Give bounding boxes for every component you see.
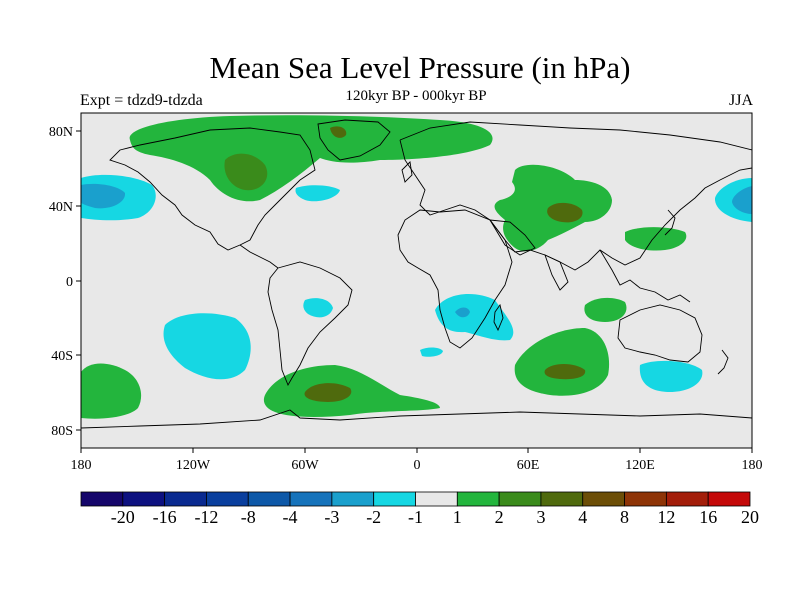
lon-tick-label: 180 <box>742 458 763 473</box>
colorbar-swatch <box>582 491 625 507</box>
anomaly-south-america-negative <box>303 298 333 318</box>
coastline-india <box>544 254 569 291</box>
anomaly-southern-africa-negative <box>435 294 514 341</box>
anomaly-arctic-positive <box>129 115 493 202</box>
coastline-central-america <box>239 244 279 269</box>
anomaly-south-pacific-negative <box>163 313 251 380</box>
colorbar-swatch <box>289 491 333 507</box>
pressure-anomaly-shading <box>81 115 752 419</box>
colorbar-label: -20 <box>111 507 135 527</box>
season-label: JJA <box>728 92 753 109</box>
colorbar-label: 16 <box>699 507 717 527</box>
lat-tick-label: 40N <box>49 200 73 215</box>
anomaly-indian-ocean-positive <box>584 297 627 322</box>
colorbar-label: 8 <box>620 507 629 527</box>
colorbar-swatch <box>206 491 249 507</box>
colorbar-label: 2 <box>495 507 504 527</box>
anomaly-north-pacific-west-mid <box>732 186 752 214</box>
coastline-south-america <box>267 261 353 387</box>
anomaly-southern-indian-strong <box>544 364 586 380</box>
coastline-southeast-asia <box>599 249 691 303</box>
colorbar-labels: -20 -16 -12 -8 -4 -3 -2 -1 1 2 3 4 8 12 16 20 <box>111 507 759 527</box>
coastline-arabia <box>489 219 536 256</box>
anomaly-greenland-strong <box>330 126 347 138</box>
colorbar-swatch <box>247 491 291 507</box>
lon-tick-label: 60E <box>517 458 540 473</box>
anomaly-north-pacific-east-mid <box>81 183 126 209</box>
page-title: Mean Sea Level Pressure (in hPa) <box>209 50 631 85</box>
colorbar-label: -1 <box>408 507 423 527</box>
colorbar-swatch <box>540 491 584 507</box>
colorbar-swatch <box>456 491 500 507</box>
colorbar-swatch <box>707 491 751 507</box>
colorbar-swatch <box>498 491 542 507</box>
lon-tick-label: 60W <box>291 458 319 473</box>
anomaly-southern-indian-positive <box>514 328 610 396</box>
colorbar-label: -4 <box>283 507 298 527</box>
anomaly-south-pacific-positive <box>81 363 142 419</box>
colorbar-label: -8 <box>241 507 256 527</box>
anomaly-tasman-negative <box>639 360 703 392</box>
experiment-label: Expt = tdzd9-tdzda <box>80 92 203 109</box>
lat-tick-label: 80S <box>51 424 73 439</box>
lon-tick-label: 0 <box>414 458 421 473</box>
colorbar-swatch <box>80 491 124 507</box>
coastline-uk <box>401 161 413 183</box>
coastline-new-zealand <box>717 349 729 375</box>
lon-tick-label: 180 <box>71 458 92 473</box>
colorbar-label: 20 <box>741 507 759 527</box>
coastline-australia <box>617 304 703 363</box>
anomaly-asia-strong <box>547 202 583 223</box>
coastline-north-america <box>109 127 316 251</box>
longitude-axis: 180 120W 60W 0 60E 120E 180 <box>71 448 763 473</box>
colorbar-swatch <box>665 491 709 507</box>
map-area <box>81 113 752 448</box>
anomaly-south-atlantic-positive <box>263 365 440 417</box>
lon-tick-label: 120W <box>176 458 211 473</box>
anomaly-south-atlantic-strong <box>304 383 352 402</box>
anomaly-arctic-strong <box>224 153 268 191</box>
latitude-axis: 80N 40N 0 40S 80S <box>49 125 81 439</box>
colorbar-label: -2 <box>366 507 381 527</box>
period-label: 120kyr BP - 000kyr BP <box>345 88 487 104</box>
coastline-greenland <box>317 119 391 161</box>
anomaly-south-atlantic-negative <box>420 347 443 357</box>
colorbar-label: -12 <box>194 507 218 527</box>
colorbar-swatch <box>164 491 207 507</box>
colorbar-swatch <box>373 491 416 507</box>
colorbar-swatch <box>331 491 375 507</box>
coastline-japan <box>664 209 676 236</box>
anomaly-eastasia-positive <box>625 227 687 251</box>
colorbar-label: 4 <box>578 507 587 527</box>
coastline-antarctica <box>81 409 752 429</box>
colorbar-label: -3 <box>324 507 339 527</box>
colorbar-label: 3 <box>536 507 545 527</box>
colorbar-label: -16 <box>153 507 177 527</box>
anomaly-north-atlantic-negative <box>295 185 340 202</box>
colorbar-label: 12 <box>657 507 675 527</box>
coastline-madagascar <box>493 303 504 332</box>
anomaly-southern-africa-mid <box>455 307 470 318</box>
colorbar-swatch <box>122 491 166 507</box>
lat-tick-label: 40S <box>51 349 73 364</box>
coastlines <box>81 119 752 429</box>
colorbar-swatch <box>624 491 667 507</box>
lat-tick-label: 80N <box>49 125 73 140</box>
lat-tick-label: 0 <box>66 275 73 290</box>
lon-tick-label: 120E <box>625 458 655 473</box>
colorbar-label: 1 <box>453 507 462 527</box>
colorbar-swatch <box>415 491 458 507</box>
colorbar <box>80 491 751 507</box>
coastline-africa <box>397 209 513 349</box>
